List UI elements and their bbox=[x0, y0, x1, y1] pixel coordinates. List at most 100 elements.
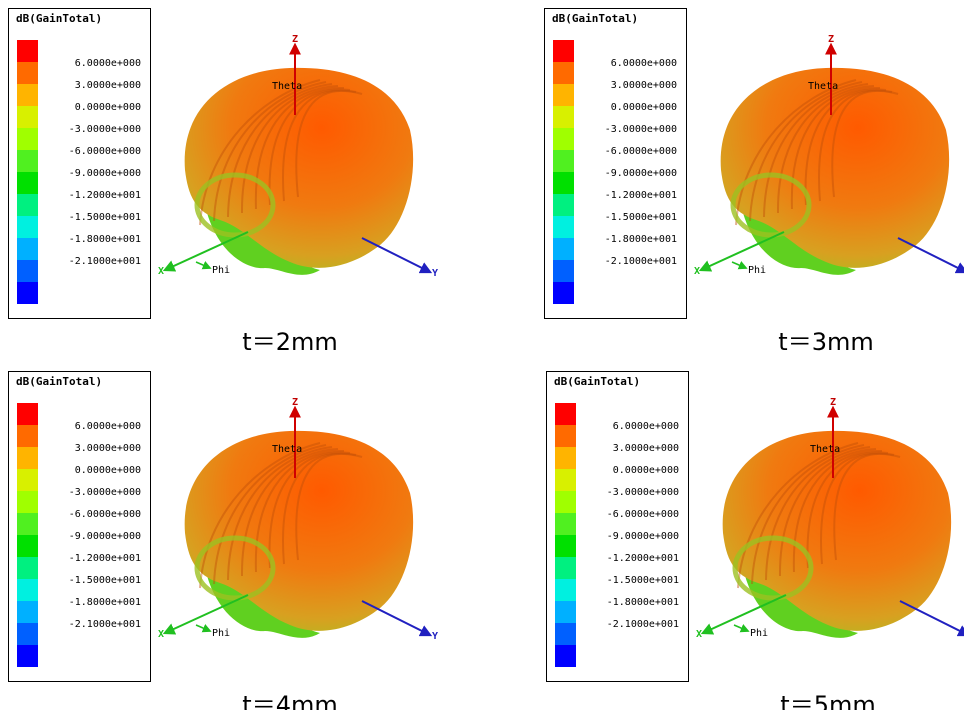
pattern-lobe bbox=[722, 430, 952, 631]
x-label: X bbox=[694, 266, 700, 277]
pattern-ring bbox=[213, 444, 327, 585]
legend-swatch bbox=[17, 513, 38, 535]
legend-swatch bbox=[17, 535, 38, 557]
legend-label: -1.5000e+001 bbox=[69, 212, 141, 223]
legend-label: 0.0000e+000 bbox=[613, 465, 679, 476]
y-axis bbox=[361, 237, 433, 274]
legend-swatch bbox=[17, 150, 38, 172]
pattern-lobe bbox=[184, 430, 414, 631]
legend-label: 0.0000e+000 bbox=[611, 102, 677, 113]
legend-label: -2.1000e+001 bbox=[605, 256, 677, 267]
legend-title: dB(GainTotal) bbox=[16, 12, 102, 25]
x-label: X bbox=[158, 266, 164, 277]
pattern-ring bbox=[818, 89, 893, 202]
legend-label: -6.0000e+000 bbox=[69, 509, 141, 520]
axes: Z Theta X Phi bbox=[696, 397, 964, 640]
z-label: Z bbox=[830, 397, 836, 408]
pattern-ring bbox=[282, 452, 357, 565]
legend-swatch bbox=[555, 447, 576, 469]
pattern-ring bbox=[240, 85, 339, 214]
axes: Z Theta X Phi Y bbox=[158, 397, 438, 642]
legend-swatch bbox=[553, 282, 574, 304]
legend-label: -6.0000e+000 bbox=[607, 509, 679, 520]
legend-swatch bbox=[17, 62, 38, 84]
pattern-rim bbox=[194, 535, 276, 601]
pattern-ring bbox=[749, 81, 863, 222]
legend-label: -9.0000e+000 bbox=[605, 168, 677, 179]
radiation-pattern bbox=[720, 67, 950, 275]
radiation-pattern bbox=[184, 67, 414, 275]
legend-swatch bbox=[553, 216, 574, 238]
legend-swatch bbox=[553, 238, 574, 260]
caption: t＝3mm bbox=[778, 328, 873, 356]
legend-swatch bbox=[17, 128, 38, 150]
legend-label: -1.8000e+001 bbox=[607, 597, 679, 608]
legend-label: -3.0000e+000 bbox=[605, 124, 677, 135]
pattern-ring bbox=[778, 448, 877, 577]
legend-swatch bbox=[17, 40, 38, 62]
panel: dB(GainTotal) 6.0000e+000 3.0000e+000 0.000… bbox=[546, 371, 964, 710]
legend-swatch bbox=[553, 260, 574, 282]
legend-swatch bbox=[17, 623, 38, 645]
legend-swatch bbox=[553, 106, 574, 128]
legend-swatch bbox=[555, 469, 576, 491]
caption: t＝5mm bbox=[780, 691, 875, 710]
pattern-ring bbox=[227, 83, 333, 218]
pattern-ring bbox=[763, 83, 869, 218]
legend-label: 3.0000e+000 bbox=[613, 443, 679, 454]
legend-label: -1.5000e+001 bbox=[605, 212, 677, 223]
pattern-ring bbox=[751, 444, 865, 585]
legend: dB(GainTotal) 6.0000e+000 3.0000e+000 0.000… bbox=[546, 371, 689, 682]
legend-swatch bbox=[17, 579, 38, 601]
legend: dB(GainTotal) 6.0000e+000 3.0000e+000 0.000… bbox=[8, 8, 151, 319]
theta-label: Theta bbox=[272, 81, 302, 92]
legend-swatch bbox=[17, 216, 38, 238]
legend-label: 3.0000e+000 bbox=[75, 80, 141, 91]
panel: dB(GainTotal) 6.0000e+000 3.0000e+000 0.000… bbox=[8, 8, 438, 356]
legend-label: -2.1000e+001 bbox=[69, 619, 141, 630]
legend-swatch bbox=[17, 403, 38, 425]
x-axis bbox=[162, 231, 249, 272]
legend-label: 0.0000e+000 bbox=[75, 102, 141, 113]
phi-label: Phi bbox=[212, 265, 230, 276]
y-axis bbox=[899, 600, 964, 637]
legend: dB(GainTotal) 6.0000e+000 3.0000e+000 0.000… bbox=[8, 371, 151, 682]
pattern-ring bbox=[268, 88, 351, 206]
y-axis bbox=[897, 237, 964, 274]
legend-label: -2.1000e+001 bbox=[607, 619, 679, 630]
legend-label: 6.0000e+000 bbox=[611, 58, 677, 69]
legend-label: -1.8000e+001 bbox=[605, 234, 677, 245]
legend-label: -1.8000e+001 bbox=[69, 234, 141, 245]
caption: t＝2mm bbox=[242, 328, 337, 356]
pattern-ring bbox=[295, 89, 363, 198]
legend-swatch bbox=[553, 194, 574, 216]
radiation-pattern bbox=[184, 430, 414, 638]
caption: t＝4mm bbox=[242, 691, 337, 710]
pattern-ring bbox=[268, 451, 351, 569]
legend-label: 3.0000e+000 bbox=[75, 443, 141, 454]
legend-label: -6.0000e+000 bbox=[605, 146, 677, 157]
pattern-lobe bbox=[184, 67, 414, 268]
legend-swatch bbox=[553, 128, 574, 150]
legend-swatch bbox=[17, 84, 38, 106]
legend-label: 6.0000e+000 bbox=[613, 421, 679, 432]
legend-label: -3.0000e+000 bbox=[69, 124, 141, 135]
legend-title: dB(GainTotal) bbox=[552, 12, 638, 25]
phi-label: Phi bbox=[750, 628, 768, 639]
legend-swatch bbox=[17, 194, 38, 216]
legend-label: -9.0000e+000 bbox=[607, 531, 679, 542]
legend-swatch bbox=[17, 469, 38, 491]
legend-swatch bbox=[555, 623, 576, 645]
legend-swatch bbox=[555, 491, 576, 513]
legend-title: dB(GainTotal) bbox=[554, 375, 640, 388]
legend-label: -9.0000e+000 bbox=[69, 168, 141, 179]
pattern-ring bbox=[831, 89, 899, 198]
legend-swatch bbox=[17, 282, 38, 304]
y-label: Y bbox=[432, 631, 438, 642]
z-label: Z bbox=[828, 34, 834, 45]
legend-swatch bbox=[17, 260, 38, 282]
phi-arrow bbox=[195, 261, 212, 270]
legend-label: 0.0000e+000 bbox=[75, 465, 141, 476]
pattern-ring bbox=[295, 452, 363, 561]
pattern-ring bbox=[240, 448, 339, 577]
